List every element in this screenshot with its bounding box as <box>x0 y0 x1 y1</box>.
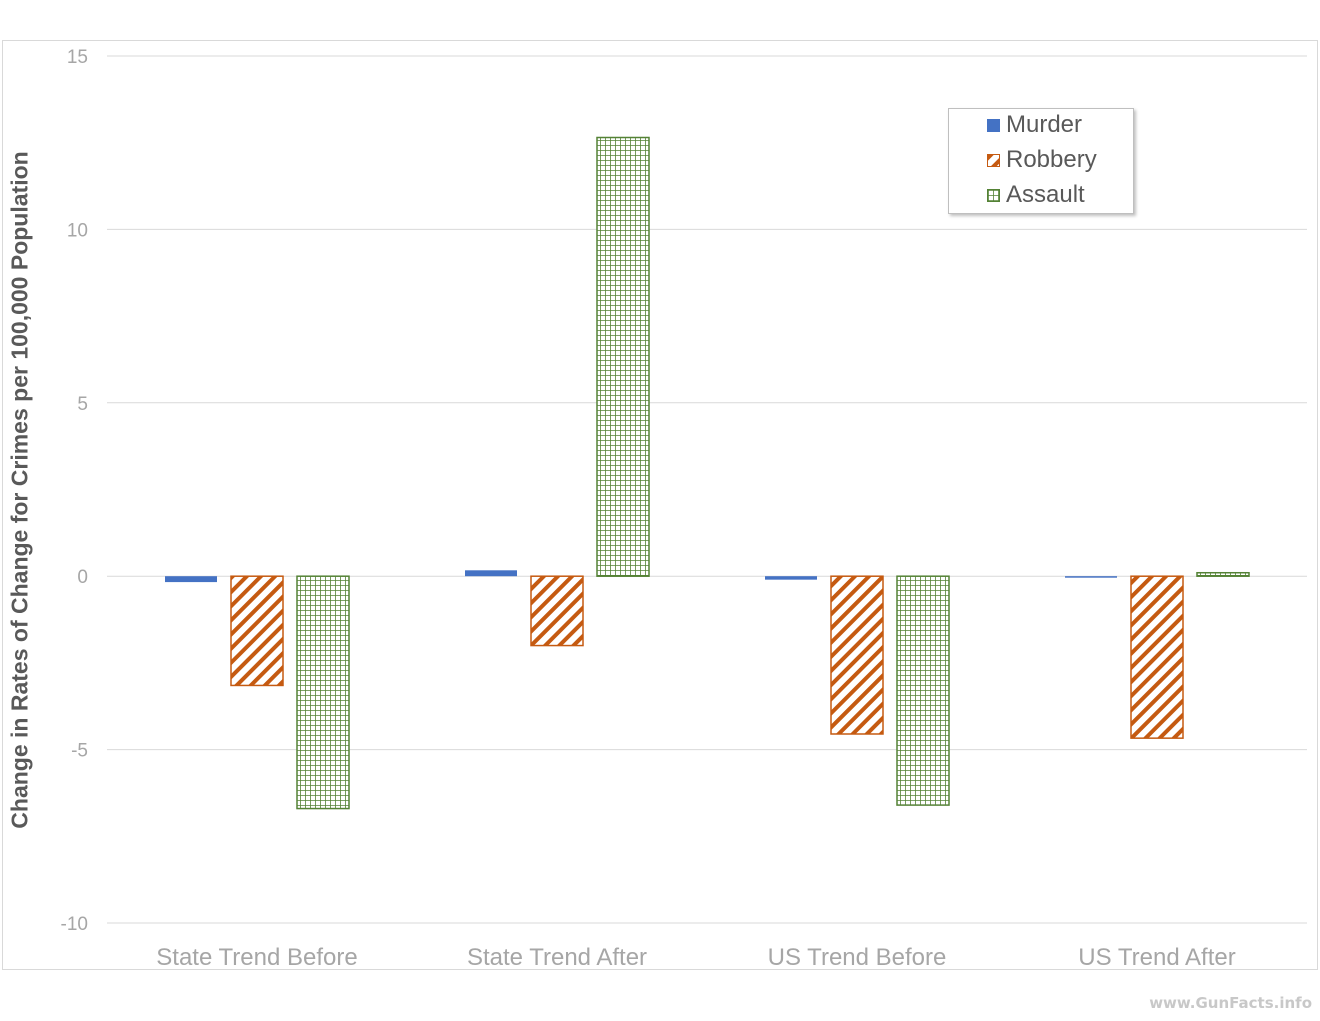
bar-murder <box>465 570 517 577</box>
x-axis-ticks: State Trend Before State Trend After US Tr… <box>156 944 1235 971</box>
bar-robbery <box>1130 575 1184 739</box>
y-tick-label: 15 <box>67 47 88 68</box>
bar-assault <box>296 575 350 810</box>
legend-item-robbery: Robbery <box>987 146 1097 174</box>
y-tick-label: 10 <box>67 220 88 241</box>
robbery-swatch-icon <box>987 153 1000 167</box>
legend-label: Robbery <box>1006 146 1097 173</box>
legend-item-assault: Assault <box>987 181 1085 209</box>
bar-robbery <box>530 575 584 647</box>
watermark: www.GunFacts.info <box>1149 994 1312 1012</box>
legend-item-murder: Murder <box>987 111 1082 139</box>
bar-robbery <box>830 575 884 735</box>
murder-swatch-icon <box>987 118 1000 132</box>
assault-swatch-icon <box>987 188 1000 202</box>
bar-assault <box>896 575 950 806</box>
y-axis-label: Change in Rates of Change for Crimes per… <box>6 151 33 829</box>
legend-label: Assault <box>1006 181 1085 208</box>
legend-label: Murder <box>1006 111 1083 138</box>
x-tick-label: US Trend Before <box>768 944 947 971</box>
bars <box>165 136 1250 810</box>
bar-murder <box>165 576 217 583</box>
x-tick-label: US Trend After <box>1078 944 1235 971</box>
bar-murder <box>765 576 817 580</box>
bar-assault <box>1196 571 1250 577</box>
legend: Murder Robbery Assault <box>948 108 1134 214</box>
bar-robbery <box>230 575 284 687</box>
bar-murder <box>1065 576 1117 578</box>
y-tick-label: -10 <box>61 914 88 935</box>
y-tick-label: 0 <box>77 567 88 588</box>
y-tick-label: -5 <box>71 741 88 762</box>
bar-assault <box>596 136 650 577</box>
y-tick-label: 5 <box>77 394 88 415</box>
chart-frame <box>2 40 1318 970</box>
x-tick-label: State Trend After <box>467 944 647 971</box>
y-axis-ticks: 15 10 5 0 -5 -10 <box>61 47 88 935</box>
x-tick-label: State Trend Before <box>156 944 357 971</box>
